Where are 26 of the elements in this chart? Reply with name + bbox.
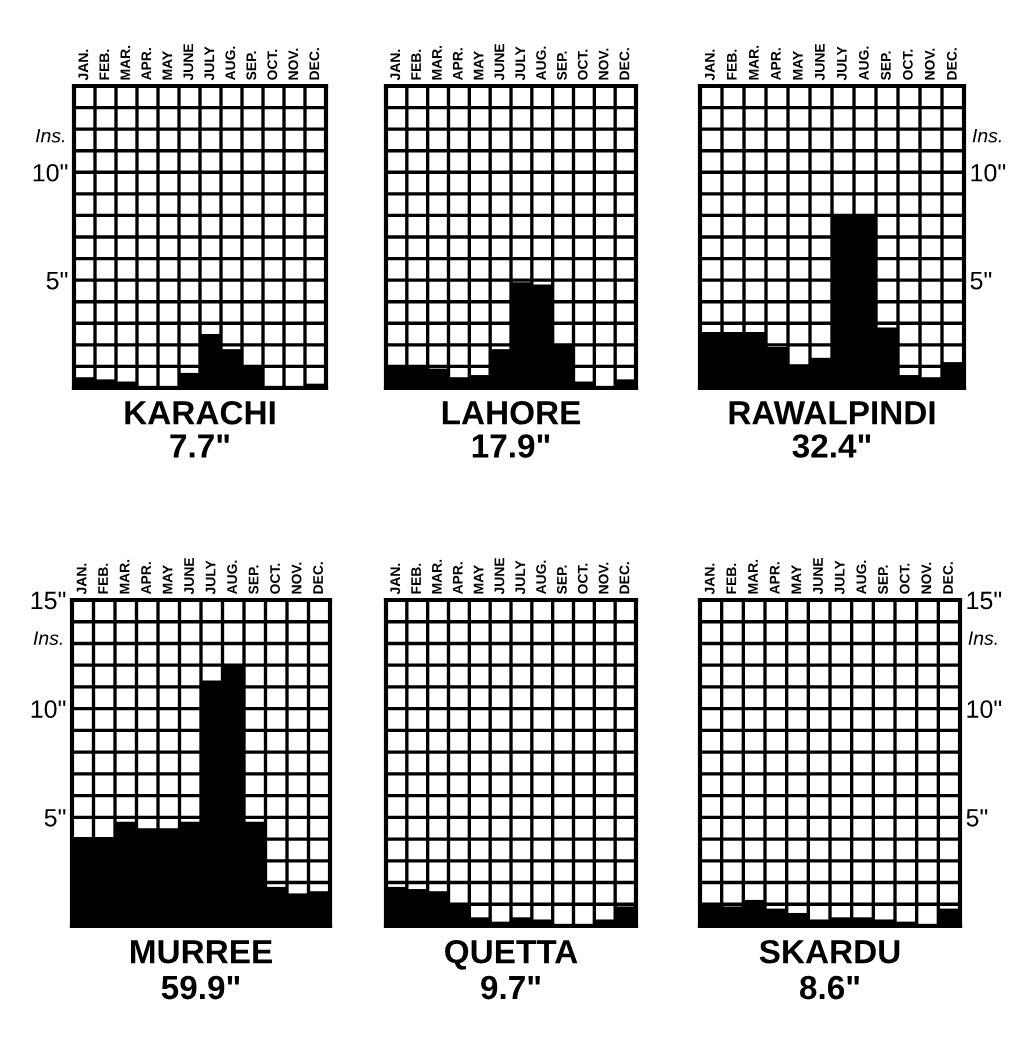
text: 59.9" bbox=[161, 975, 240, 1000]
text: QUETTA bbox=[445, 939, 578, 970]
text: 9.7" bbox=[481, 975, 540, 1000]
y2-tick-label: 15" bbox=[967, 591, 1002, 610]
text: SKARDU bbox=[759, 939, 900, 964]
y-tick-label: 10" bbox=[33, 163, 68, 182]
text: 17.9" bbox=[472, 434, 550, 458]
y-tick-label: 15" bbox=[31, 591, 66, 610]
y2-tick-label: 10" bbox=[971, 163, 1006, 182]
y-tick-label: 5" bbox=[46, 272, 68, 290]
y2-tick-label: 5" bbox=[970, 272, 992, 290]
text: KARACHI bbox=[125, 400, 275, 425]
y2-tick-label: 10" bbox=[967, 700, 1002, 718]
y-tick-label: 5" bbox=[44, 809, 66, 827]
y-tick-label: 10" bbox=[31, 700, 66, 718]
text: MURREE bbox=[131, 940, 272, 964]
y2-axis-title: Ins. bbox=[972, 128, 1001, 143]
text: 32.4" bbox=[792, 434, 871, 458]
text: RAWALPINDI bbox=[729, 401, 935, 425]
text: 7.7" bbox=[170, 434, 229, 458]
y-axis-title: Ins. bbox=[33, 631, 62, 646]
y-axis-title: Ins. bbox=[35, 128, 65, 143]
text: 8.6" bbox=[799, 975, 859, 1000]
text: LAHORE bbox=[442, 400, 581, 425]
y2-tick-label: 5" bbox=[966, 809, 988, 827]
y2-axis-title: Ins. bbox=[968, 631, 997, 646]
